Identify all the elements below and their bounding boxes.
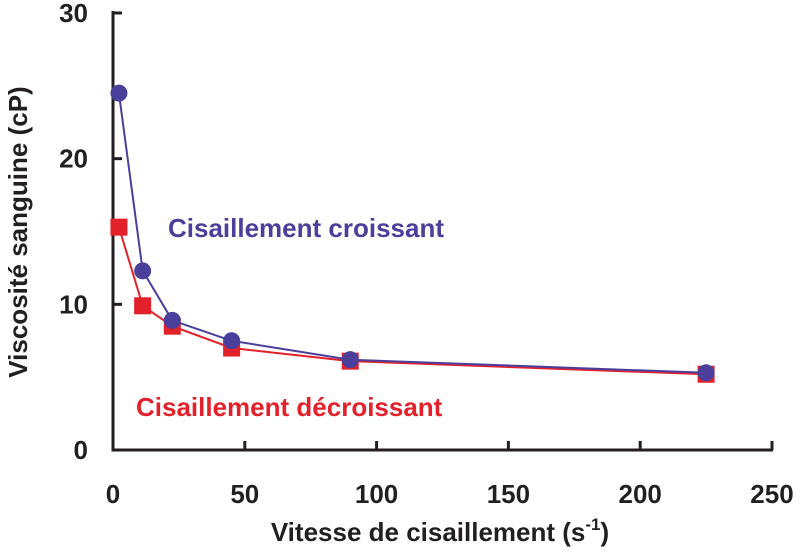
data-point-decreasing xyxy=(110,218,128,236)
y-tick-label: 20 xyxy=(59,144,88,174)
data-point-increasing xyxy=(134,262,152,280)
data-point-increasing xyxy=(223,332,241,350)
x-tick-label: 150 xyxy=(487,479,530,509)
series-line-1 xyxy=(117,226,707,376)
data-point-increasing xyxy=(110,84,128,102)
series-label-decreasing: Cisaillement décroissant xyxy=(136,392,443,422)
x-axis-title-superscript: -1 xyxy=(585,515,600,534)
x-tick-label: 250 xyxy=(750,479,793,509)
x-tick-label: 200 xyxy=(619,479,662,509)
data-point-increasing xyxy=(163,311,181,329)
x-tick-label: 50 xyxy=(230,479,259,509)
x-tick-label: 100 xyxy=(355,479,398,509)
data-point-decreasing xyxy=(134,297,152,315)
x-axis-title-end: ) xyxy=(601,517,610,547)
y-tick-label: 10 xyxy=(59,289,88,319)
series-layer xyxy=(110,84,715,383)
data-point-increasing xyxy=(697,364,715,382)
x-tick-label: 0 xyxy=(106,479,120,509)
y-tick-label: 30 xyxy=(59,0,88,28)
x-axis-title-main: Vitesse de cisaillement (s xyxy=(271,517,586,547)
data-point-increasing xyxy=(341,351,359,369)
y-tick-label: 0 xyxy=(74,435,88,465)
ticks: 0 50 100 150 200 250 0 10 20 30 xyxy=(59,0,794,509)
x-axis-title: Vitesse de cisaillement (s-1) xyxy=(271,515,609,547)
series-line-0 xyxy=(117,92,707,374)
y-axis-title: Viscosité sanguine (cP) xyxy=(3,86,33,377)
series-label-increasing: Cisaillement croissant xyxy=(168,213,444,243)
